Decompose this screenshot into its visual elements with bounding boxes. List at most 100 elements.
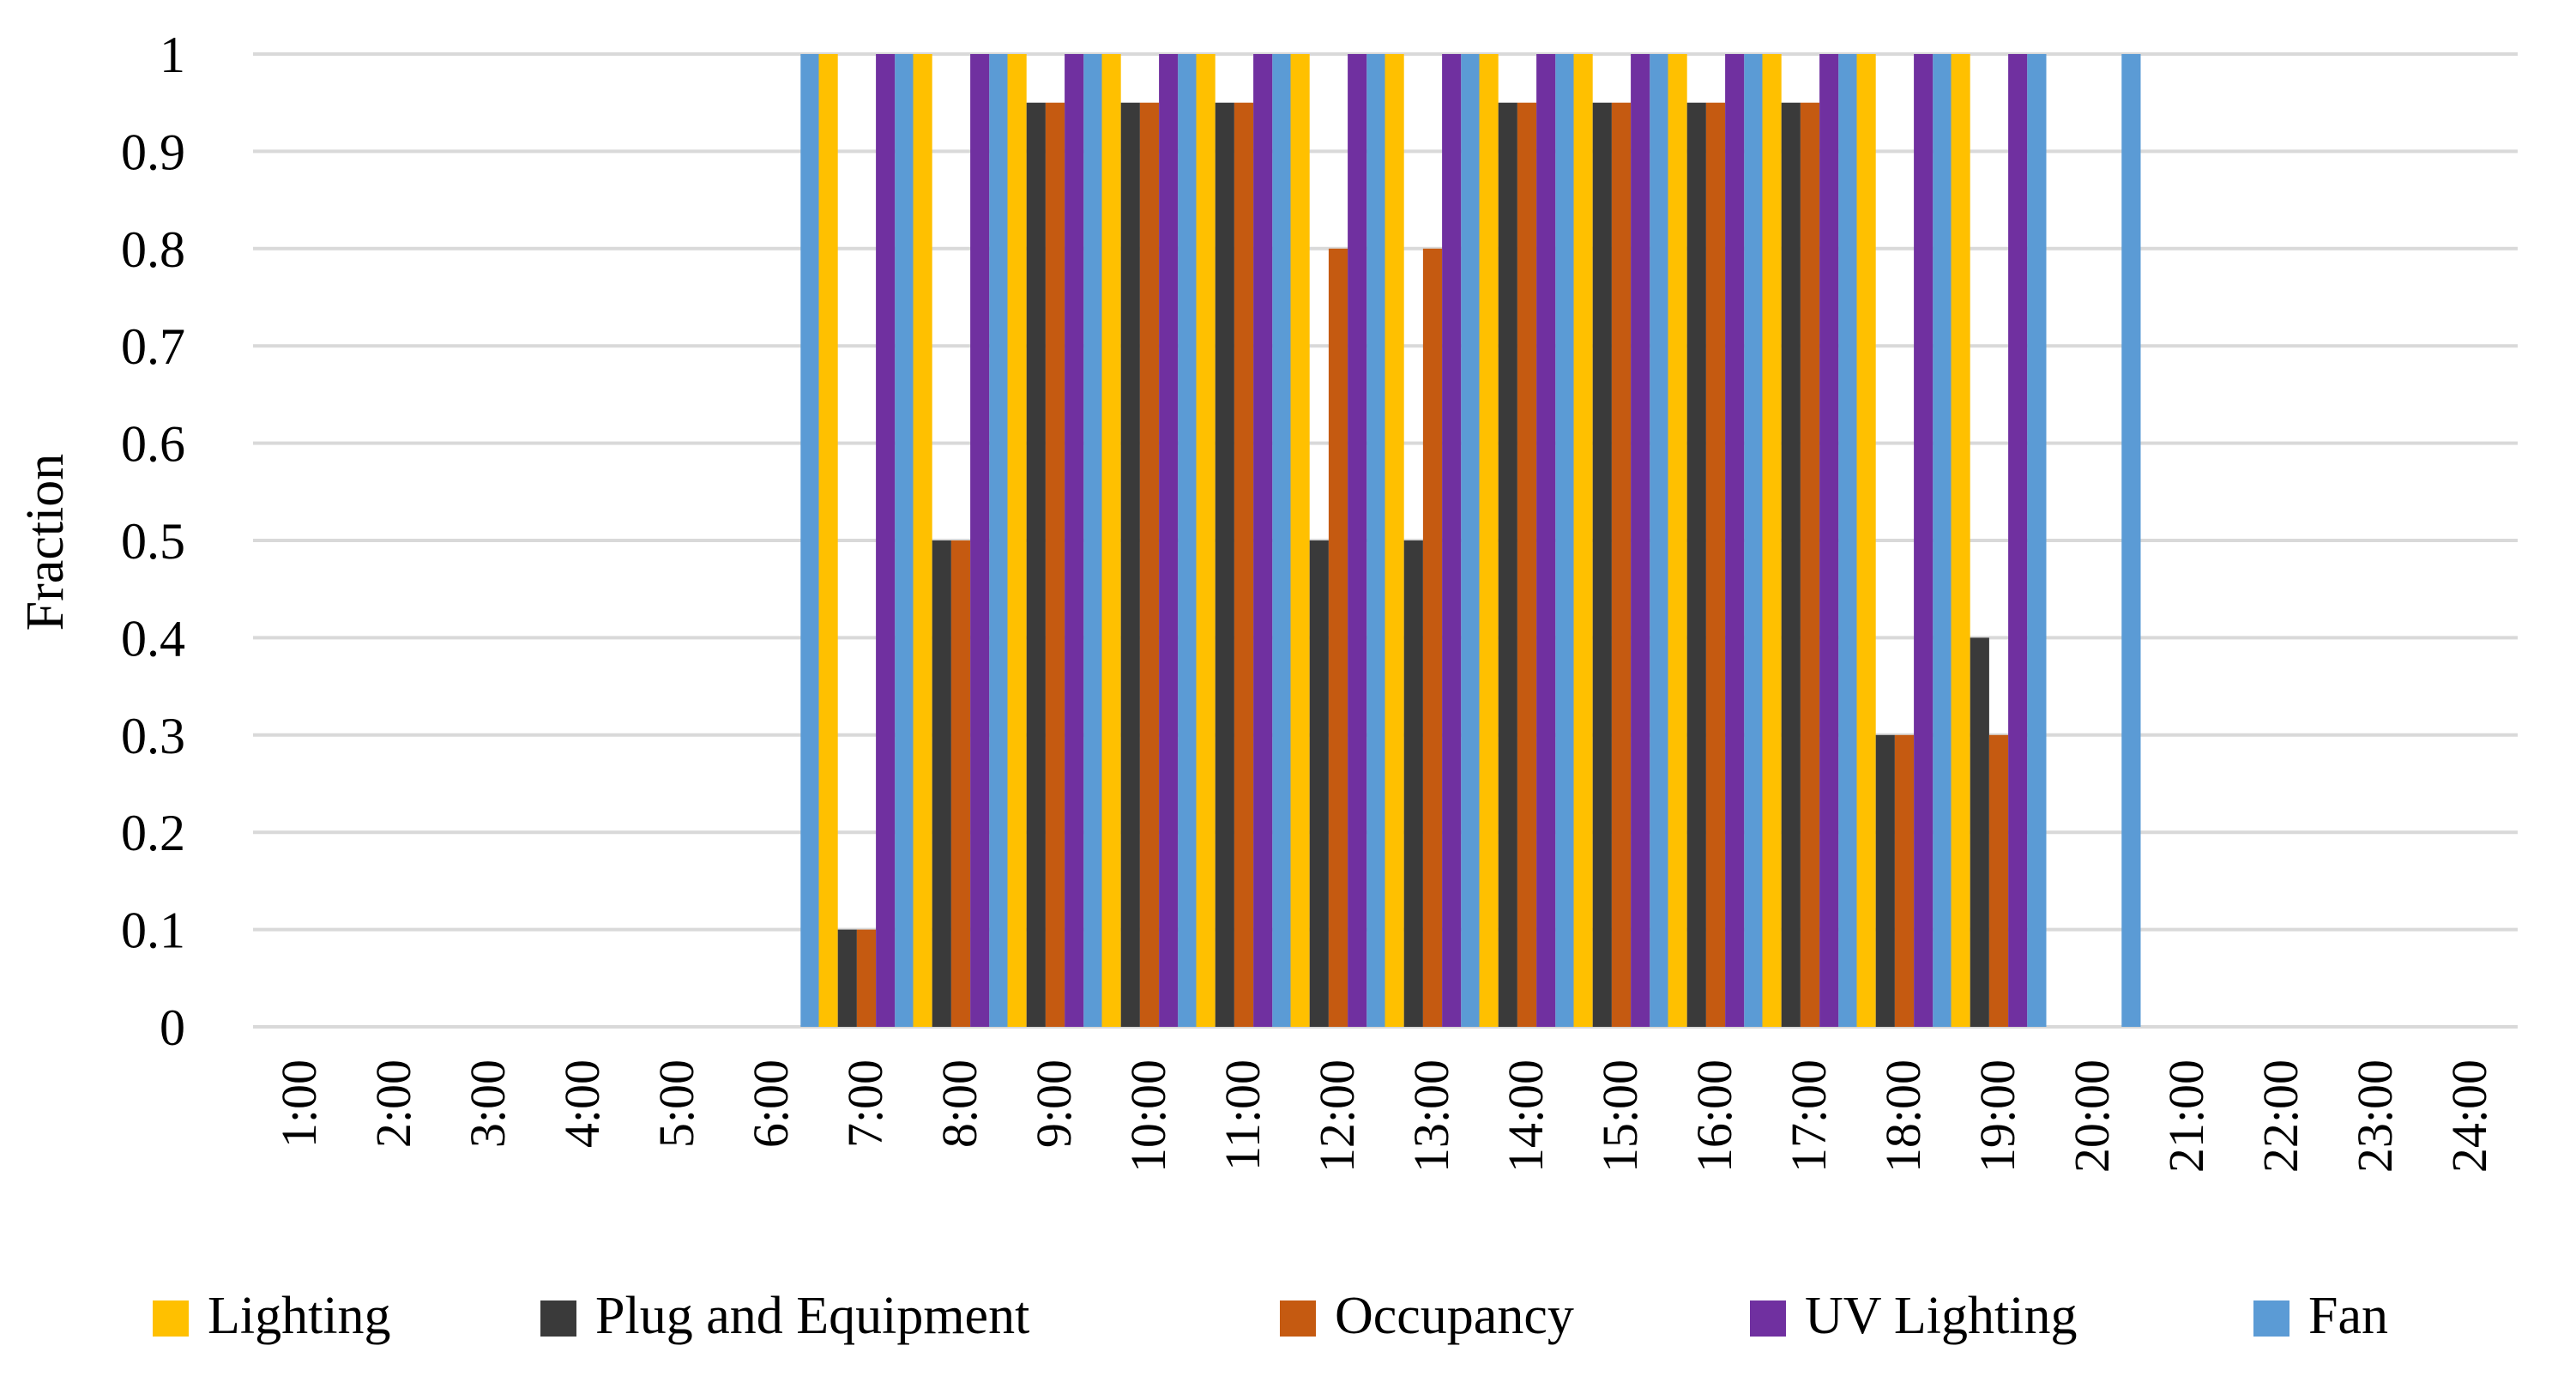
bar-fan (1650, 54, 1669, 1027)
bar-occupancy (1422, 248, 1443, 1027)
bar-fan (1744, 54, 1764, 1027)
legend-item-plug-and-equipment: Plug and Equipment (540, 1287, 1029, 1345)
legend-swatch (1280, 1300, 1316, 1337)
bar-fan (1366, 54, 1386, 1027)
x-tick-label: 3:00 (460, 1059, 516, 1148)
y-tick-label: 0.2 (121, 805, 185, 861)
bar-plug-and-equipment (1875, 734, 1895, 1027)
legend-label: Occupancy (1335, 1287, 1574, 1345)
x-tick-label: 1:00 (271, 1059, 327, 1148)
legend-item-fan: Fan (2253, 1287, 2388, 1345)
bar-plug-and-equipment (1215, 102, 1234, 1028)
bar-lighting (913, 54, 932, 1027)
x-tick-label: 21:00 (2158, 1059, 2214, 1173)
legend-label: Plug and Equipment (595, 1287, 1029, 1345)
bar-occupancy (1988, 734, 2009, 1027)
x-tick-label: 15:00 (1592, 1059, 1648, 1173)
y-tick-label: 0.9 (121, 124, 185, 180)
bars (800, 54, 2141, 1028)
bar-occupancy (1234, 102, 1254, 1028)
y-tick-label: 0.8 (121, 221, 185, 278)
bar-lighting (1856, 54, 1876, 1027)
y-tick-label: 0 (160, 999, 185, 1056)
bar-lighting (1951, 54, 1970, 1027)
bar-plug-and-equipment (1498, 102, 1517, 1028)
y-tick-label: 1 (160, 27, 185, 83)
bar-occupancy (1139, 102, 1160, 1028)
bar-fan (895, 54, 914, 1027)
bar-fan (989, 54, 1009, 1027)
bar-plug-and-equipment (837, 929, 857, 1027)
x-tick-label: 2:00 (365, 1059, 421, 1148)
bar-plug-and-equipment (1592, 102, 1612, 1028)
bar-lighting (1385, 54, 1404, 1027)
bar-fan (1083, 54, 1103, 1027)
bar-fan (1838, 54, 1858, 1027)
y-tick-label: 0.5 (121, 513, 185, 570)
x-tick-label: 24:00 (2441, 1059, 2497, 1173)
bar-lighting (1762, 54, 1782, 1027)
bar-lighting (1668, 54, 1687, 1027)
y-axis-ticks: 0 0.1 0.2 0.3 0.4 0.5 0.6 0.7 0.8 0.9 1 (121, 27, 185, 1056)
legend-label: Fan (2308, 1287, 2388, 1345)
bar-fan (800, 54, 820, 1027)
bar-fan (2121, 54, 2141, 1027)
bar-fan (1555, 54, 1575, 1027)
legend-swatch (2253, 1300, 2289, 1337)
y-tick-label: 0.7 (121, 318, 185, 375)
legend-item-lighting: Lighting (153, 1287, 391, 1345)
bar-uv-lighting (970, 54, 990, 1027)
bar-fan (2027, 54, 2047, 1027)
legend-item-occupancy: Occupancy (1280, 1287, 1574, 1345)
bar-uv-lighting (1536, 54, 1556, 1027)
bar-uv-lighting (1725, 54, 1745, 1027)
bar-occupancy (1611, 102, 1632, 1028)
x-tick-label: 7:00 (837, 1059, 893, 1148)
bar-occupancy (1705, 102, 1726, 1028)
bar-fan (1461, 54, 1481, 1027)
bar-plug-and-equipment (1309, 540, 1329, 1027)
bar-plug-and-equipment (1781, 102, 1801, 1028)
x-tick-label: 6:00 (743, 1059, 799, 1148)
bar-uv-lighting (876, 54, 896, 1027)
legend-label: UV Lighting (1805, 1287, 2077, 1345)
bar-lighting (1196, 54, 1216, 1027)
bar-lighting (1290, 54, 1310, 1027)
bar-uv-lighting (1348, 54, 1367, 1027)
bar-uv-lighting (1253, 54, 1273, 1027)
bar-occupancy (1045, 102, 1065, 1028)
bar-lighting (1101, 54, 1121, 1027)
x-tick-label: 5:00 (649, 1059, 704, 1148)
bar-lighting (818, 54, 838, 1027)
bar-plug-and-equipment (1686, 102, 1706, 1028)
bar-uv-lighting (1819, 54, 1839, 1027)
bar-uv-lighting (1631, 54, 1650, 1027)
bar-occupancy (856, 929, 877, 1027)
bar-uv-lighting (2008, 54, 2028, 1027)
x-tick-label: 20:00 (2064, 1059, 2120, 1173)
x-tick-label: 17:00 (1781, 1059, 1837, 1173)
bar-occupancy (1328, 248, 1348, 1027)
x-tick-label: 8:00 (932, 1059, 987, 1148)
bar-fan (1933, 54, 1952, 1027)
bar-plug-and-equipment (1403, 540, 1423, 1027)
x-tick-label: 19:00 (1970, 1059, 2025, 1173)
bar-uv-lighting (1914, 54, 1934, 1027)
x-tick-label: 16:00 (1686, 1059, 1742, 1173)
bar-fan (1272, 54, 1292, 1027)
y-tick-label: 0.1 (121, 902, 185, 959)
bar-occupancy (1894, 734, 1915, 1027)
x-tick-label: 23:00 (2347, 1059, 2403, 1173)
x-tick-label: 22:00 (2253, 1059, 2308, 1173)
x-tick-label: 12:00 (1309, 1059, 1365, 1173)
bar-uv-lighting (1065, 54, 1084, 1027)
legend-label: Lighting (208, 1287, 391, 1345)
bar-lighting (1007, 54, 1027, 1027)
legend: Lighting Plug and Equipment Occupancy UV Li… (153, 1287, 2388, 1345)
bar-occupancy (950, 540, 971, 1027)
bar-plug-and-equipment (1026, 102, 1046, 1028)
x-tick-label: 13:00 (1403, 1059, 1459, 1173)
bar-plug-and-equipment (1970, 637, 1989, 1027)
x-tick-label: 10:00 (1120, 1059, 1176, 1173)
